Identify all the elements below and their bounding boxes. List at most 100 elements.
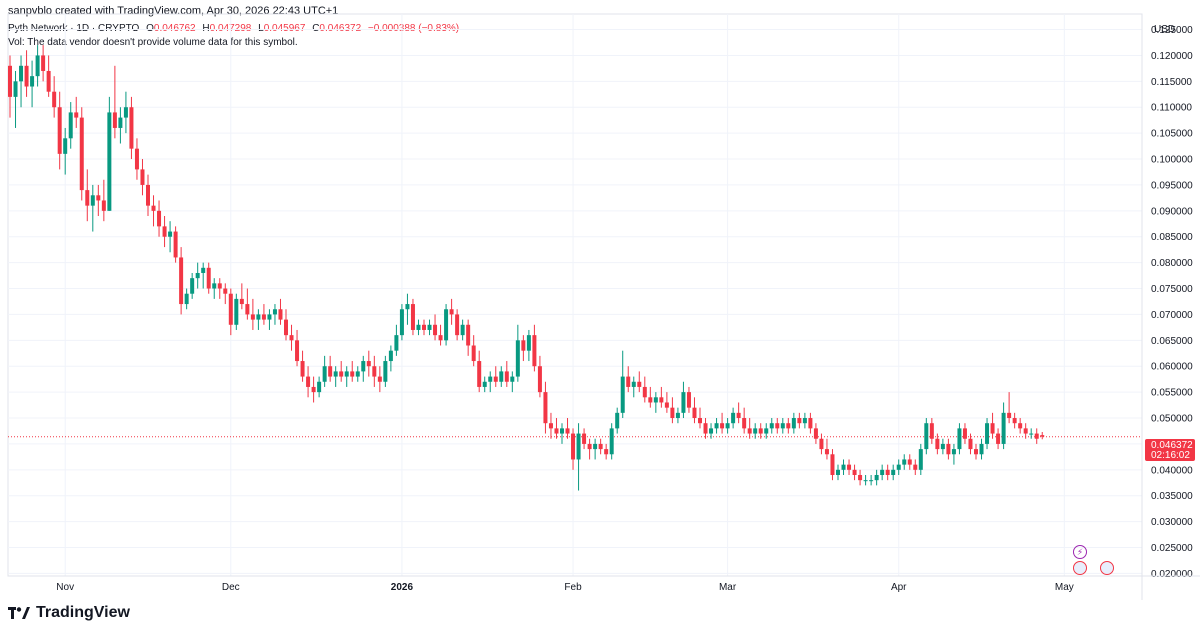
candle-down (819, 438, 824, 450)
candle-down (466, 324, 471, 346)
y-tick-label: 0.075000 (1151, 284, 1193, 295)
candle-down (797, 418, 802, 424)
candle-down (571, 433, 576, 460)
candle-down (157, 210, 162, 227)
candle-down (179, 257, 184, 305)
candle-down (455, 314, 460, 336)
candle-down (162, 226, 167, 237)
candle-down (295, 340, 300, 362)
candle-down (962, 428, 967, 439)
candle-down (146, 184, 150, 206)
candle-down (101, 200, 106, 211)
us-flag-icon[interactable] (1073, 561, 1087, 575)
change-value: −0.000388 (−0.83%) (367, 23, 460, 34)
candle-down (41, 55, 46, 71)
candle-down (366, 361, 371, 367)
candle-down (824, 449, 829, 455)
tradingview-logo[interactable]: TradingView (8, 604, 130, 622)
candle-down (239, 298, 244, 305)
high-label: H (202, 23, 210, 34)
candle-up (753, 428, 758, 434)
candle-up (19, 65, 24, 82)
x-tick-label: Nov (56, 582, 74, 593)
y-tick-label: 0.090000 (1151, 206, 1193, 217)
candle-down (913, 464, 918, 470)
candle-up (168, 231, 173, 237)
candle-up (979, 443, 984, 455)
x-tick-label: May (1055, 582, 1074, 593)
candle-up (499, 371, 504, 382)
candle-down (173, 231, 178, 258)
candle-down (847, 464, 852, 470)
low-label: L (258, 23, 264, 34)
candle-up (267, 314, 272, 320)
candle-down (96, 195, 101, 201)
y-tick-label: 0.120000 (1151, 51, 1193, 62)
candle-down (284, 319, 288, 336)
candle-down (410, 304, 415, 330)
candle-up (615, 412, 620, 429)
candle-down (129, 107, 134, 149)
candle-down (598, 443, 603, 450)
candle-up (780, 423, 785, 429)
symbol-name[interactable]: Pyth Network · 1D · CRYPTO (8, 23, 140, 34)
lightning-icon[interactable]: ⚡ (1073, 545, 1087, 559)
candle-down (377, 376, 382, 382)
candle-down (670, 407, 675, 419)
candle-up (869, 480, 874, 482)
candle-down (134, 148, 139, 170)
candle-down (830, 454, 835, 475)
candle-up (526, 335, 531, 351)
candle-down (968, 438, 973, 450)
candle-down (786, 423, 791, 429)
open-label: O (146, 23, 154, 34)
x-tick-label: Mar (719, 582, 737, 593)
candle-up (1029, 433, 1034, 435)
us-flag-icon[interactable] (1100, 561, 1114, 575)
candle-up (272, 309, 277, 315)
candle-up (510, 376, 515, 382)
y-tick-label: 0.050000 (1151, 414, 1193, 425)
candle-down (250, 314, 255, 320)
candle-up (317, 381, 322, 393)
candle-down (372, 366, 377, 377)
y-tick-label: 0.035000 (1151, 491, 1193, 502)
low-value: 0.045967 (263, 23, 306, 34)
candle-up (107, 112, 112, 211)
currency-label[interactable]: USD (1154, 24, 1176, 35)
candle-up (836, 469, 840, 475)
candle-up (118, 117, 123, 128)
candle-down (582, 433, 587, 444)
candle-down (278, 309, 283, 320)
y-tick-label: 0.065000 (1151, 336, 1193, 347)
candle-up (344, 371, 349, 377)
candle-down (449, 309, 454, 315)
candle-down (637, 381, 642, 387)
candle-up (609, 428, 614, 455)
candle-up (405, 304, 410, 310)
last-price-tag: 0.046372 02:16:02 (1145, 439, 1195, 461)
close-value: 0.046372 (319, 23, 362, 34)
candle-up (256, 314, 261, 320)
candle-down (1040, 435, 1045, 437)
candle-down (587, 443, 592, 450)
candle-down (813, 428, 818, 439)
candle-up (918, 449, 923, 470)
candle-up (791, 418, 796, 429)
candle-up (63, 138, 68, 154)
candle-up (482, 381, 487, 387)
x-tick-label: 2026 (391, 582, 414, 593)
candle-down (438, 335, 443, 341)
candle-down (422, 324, 426, 330)
open-value: 0.046762 (153, 23, 196, 34)
brand-name: TradingView (36, 604, 130, 621)
candle-down (907, 459, 912, 465)
candle-down (46, 70, 51, 92)
candle-up (896, 464, 901, 470)
candle-up (764, 428, 769, 434)
y-tick-label: 0.040000 (1151, 465, 1193, 476)
x-tick-label: Dec (222, 582, 240, 593)
candle-up (123, 107, 128, 118)
x-tick-label: Feb (564, 582, 582, 593)
